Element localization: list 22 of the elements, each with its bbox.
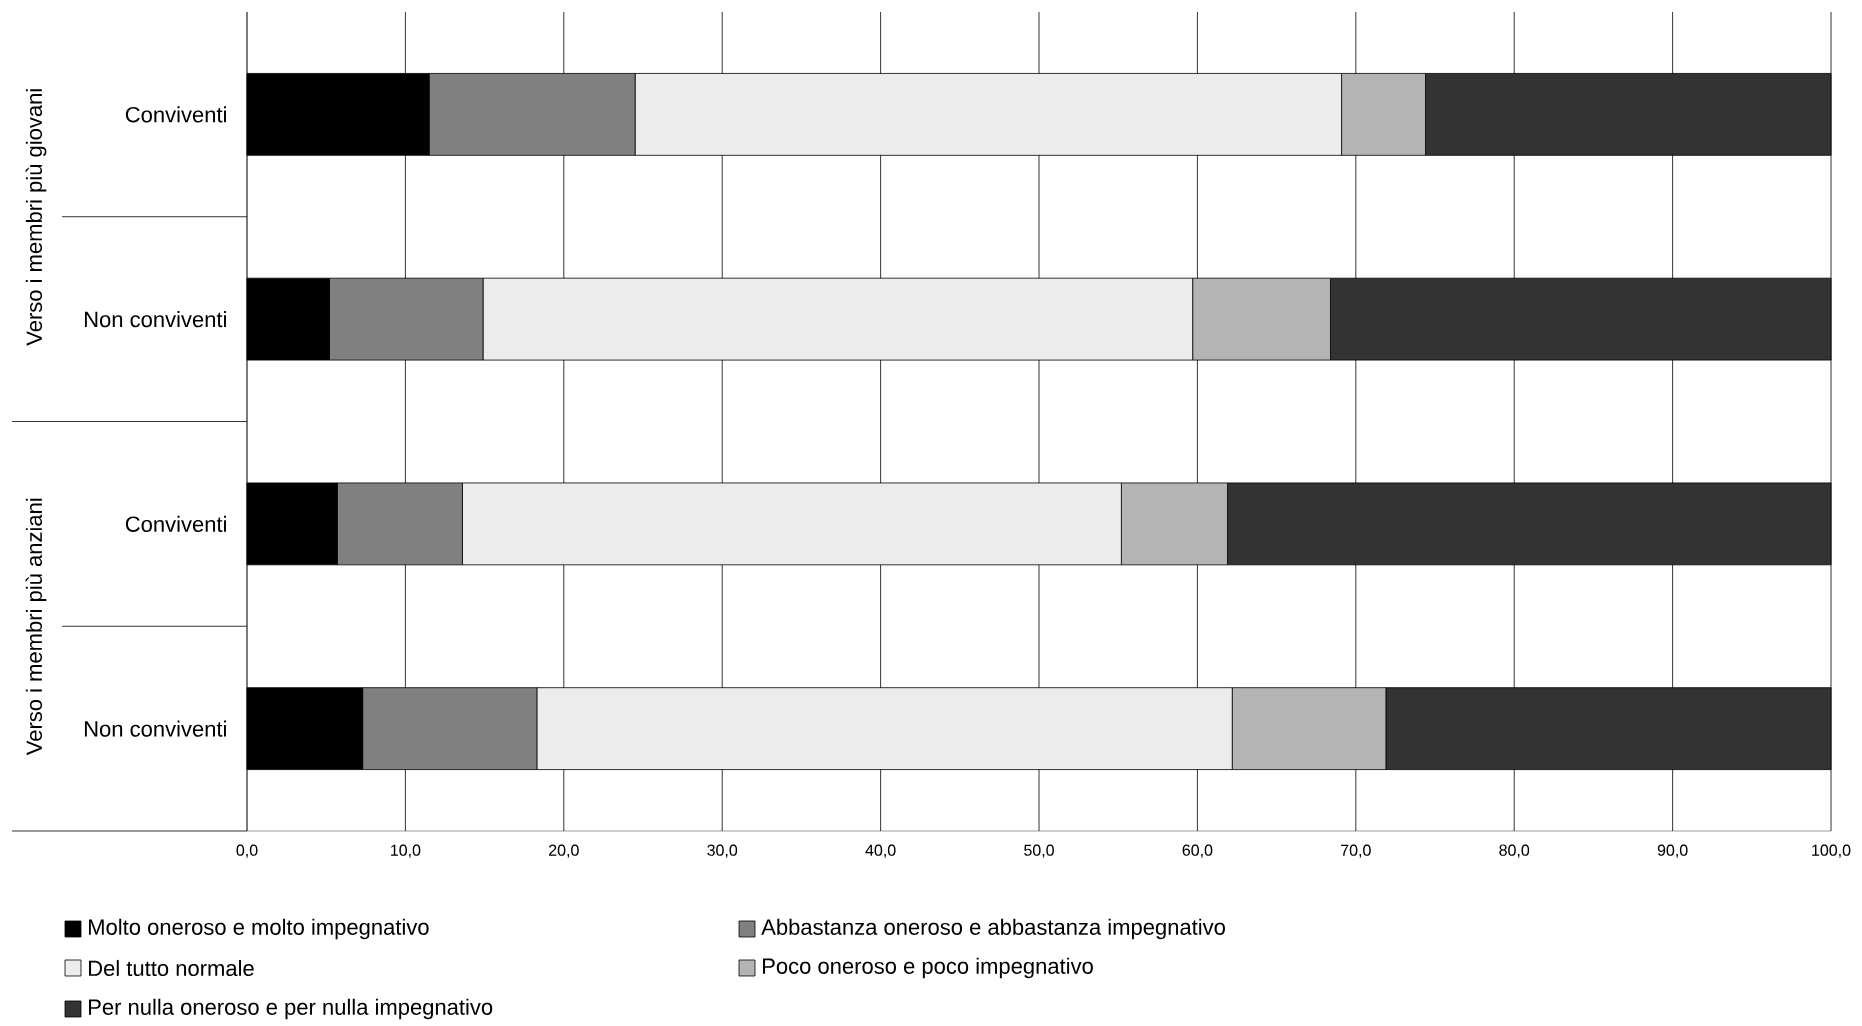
legend-label: Molto oneroso e molto impegnativo [89,918,429,940]
x-tick-label: 30,0 [707,844,738,858]
y-tick-label: Non conviventi [84,720,226,737]
x-tick-label: 40,0 [865,844,896,858]
legend-label: Abbastanza oneroso e abbastanza impegnativo [761,918,1225,940]
x-tick-label: 90,0 [1657,844,1688,858]
x-tick-label: 20,0 [549,844,579,858]
legend-label: Del tutto normale [89,959,254,977]
y-tick-label: Non conviventi [84,311,226,328]
x-tick-label: 50,0 [1024,844,1054,858]
x-tick-label: 70,0 [1341,844,1371,858]
x-tick-label: 80,0 [1499,844,1530,858]
legend-label: Per nulla oneroso e per nulla impegnativo [89,998,493,1020]
x-tick-label: 100,0 [1812,844,1851,858]
x-tick-label: 0,0 [236,844,258,858]
legend-label: Poco oneroso e poco impegnativo [763,957,1093,979]
y-tick-label: Conviventi [125,515,226,532]
x-tick-label: 10,0 [391,844,421,858]
text: Verso i membri più anziani [25,498,47,756]
text: Verso i membri più giovani [25,89,47,346]
x-tick-label: 60,0 [1182,844,1213,858]
y-tick-label: Conviventi [125,106,226,123]
